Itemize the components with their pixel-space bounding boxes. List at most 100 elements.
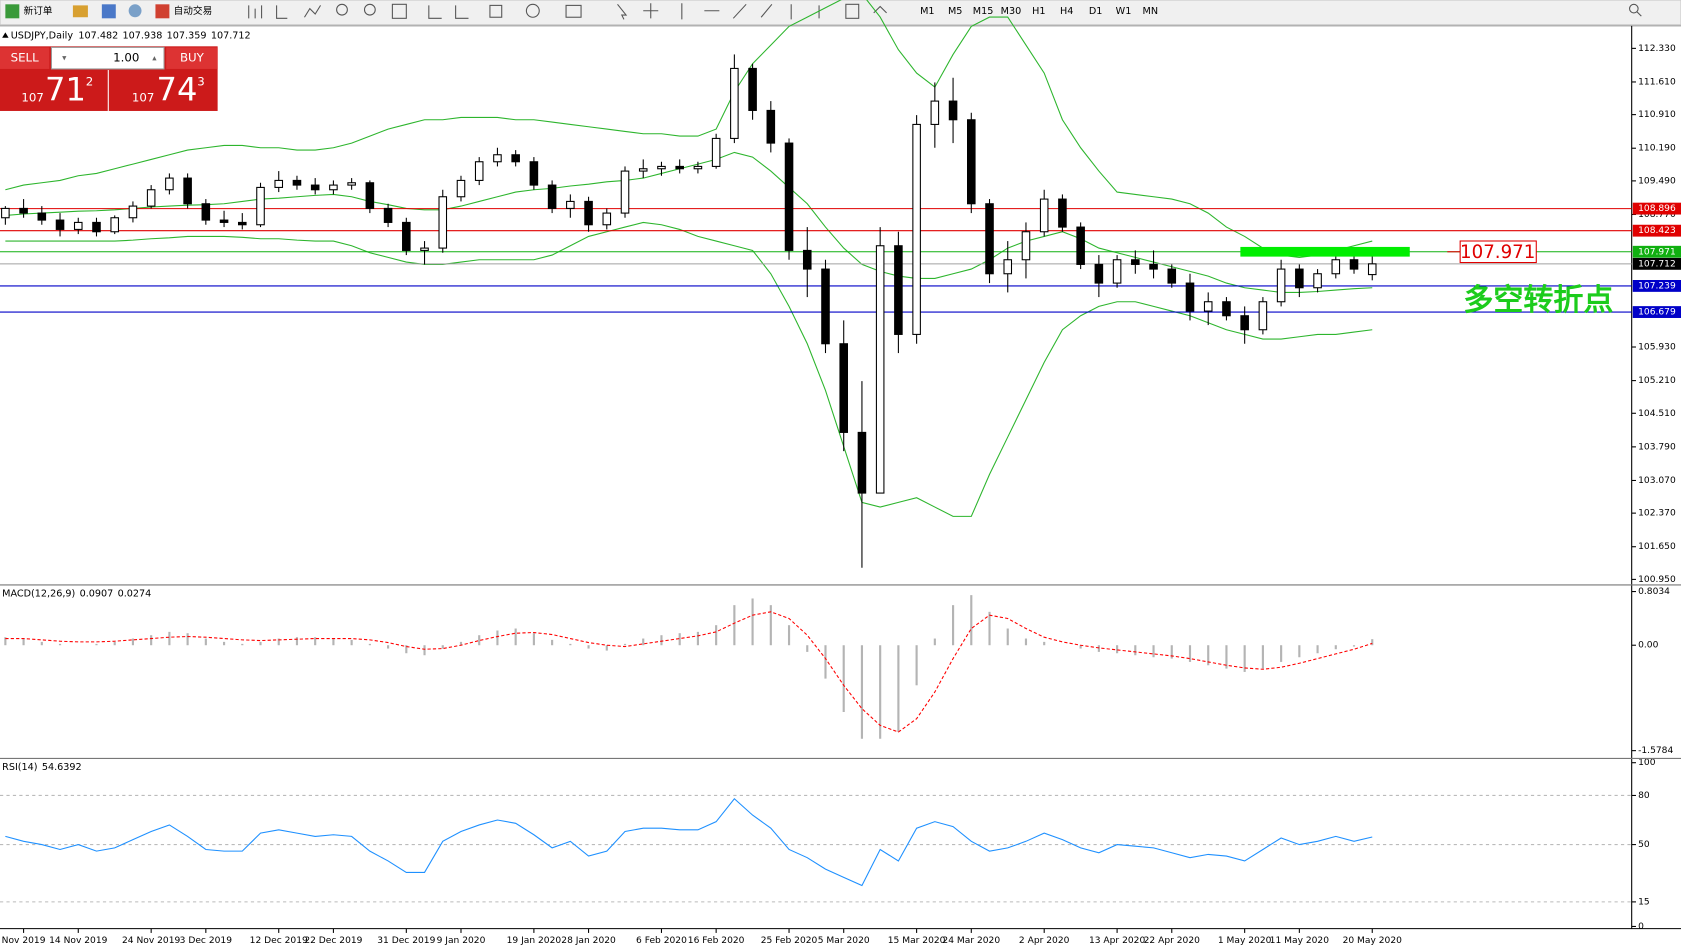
auto-trading-icon[interactable] (155, 4, 170, 19)
candle-body (383, 207, 393, 223)
timeframe-button[interactable]: H4 (1060, 6, 1073, 17)
toolbar (0, 0, 1681, 26)
candle-body (1058, 198, 1067, 228)
collapse-arrow[interactable] (2, 32, 9, 38)
level-label: 108.423 (1638, 226, 1676, 236)
candle-body (274, 179, 284, 188)
x-tick-label: 16 Feb 2020 (688, 936, 745, 946)
bid-point[interactable]: 2 (86, 74, 93, 88)
candle-body (511, 154, 520, 163)
timeframe-button[interactable]: MN (1143, 6, 1159, 17)
x-tick-label: 24 Nov 2019 (122, 936, 180, 946)
y-tick-label: 100 (1638, 758, 1656, 768)
y-tick-label: -1.5784 (1638, 746, 1673, 756)
bid-big-figure[interactable]: 107 (21, 91, 43, 105)
y-tick-label: 15 (1638, 897, 1650, 907)
y-tick-label: 108.770 (1638, 210, 1676, 220)
candle-body (1131, 259, 1140, 265)
candle-body (1112, 259, 1122, 284)
sell-button[interactable] (0, 47, 50, 69)
toolbar-icon[interactable] (128, 4, 142, 18)
x-tick-label: 22 Apr 2020 (1144, 936, 1200, 946)
toolbar-icon[interactable] (101, 4, 116, 19)
candle-body (128, 205, 138, 219)
x-tick-label: 5 Mar 2020 (818, 936, 870, 946)
x-tick-label: Nov 2019 (2, 936, 46, 946)
timeframe-button[interactable]: M1 (920, 6, 934, 17)
ask-pips[interactable]: 74 (157, 71, 198, 109)
candle-body (1222, 301, 1231, 317)
candle-body (420, 247, 429, 251)
buy-label[interactable]: BUY (180, 51, 205, 65)
bollinger-band (5, 221, 1373, 517)
candle-body (602, 212, 612, 226)
ask-point[interactable]: 3 (197, 74, 204, 88)
timeframe-button[interactable]: M5 (948, 6, 962, 17)
x-tick-label: 20 May 2020 (1343, 936, 1403, 946)
bollinger-band (5, 0, 1373, 258)
ask-big-figure[interactable]: 107 (132, 91, 154, 105)
candle-body (1076, 226, 1085, 265)
rsi-line (5, 797, 1373, 887)
turning-point-marker (1240, 246, 1410, 257)
y-tick-label: 0 (1638, 922, 1644, 932)
chart-header: USDJPY,Daily 107.482 107.938 107.359 107.712 (11, 31, 251, 42)
lot-size[interactable]: 1.00 (113, 51, 139, 65)
timeframe-button[interactable]: M15 (973, 6, 994, 17)
buy-button[interactable] (166, 47, 218, 69)
y-tick-label: 0.00 (1638, 641, 1658, 651)
bid-pips[interactable]: 71 (45, 71, 86, 109)
candle-body (985, 203, 994, 275)
lot-up[interactable]: ▴ (152, 54, 157, 64)
x-tick-label: 12 Dec 2019 (250, 936, 308, 946)
auto-trading-button[interactable]: 自动交易 (174, 5, 213, 17)
lot-down[interactable]: ▾ (62, 54, 67, 64)
candle-body (402, 221, 411, 251)
y-tick-label: 101.650 (1638, 542, 1676, 552)
x-tick-label: 1 May 2020 (1218, 936, 1272, 946)
candle-body (310, 184, 320, 191)
candle-body (1313, 273, 1322, 289)
new-order-icon[interactable] (5, 4, 20, 19)
x-tick-label: 9 Jan 2020 (437, 936, 486, 946)
candle-body (1295, 268, 1304, 289)
macd-header: MACD(12,26,9) 0.0907 0.0274 (2, 589, 151, 600)
tool-icons[interactable] (248, 3, 1642, 20)
x-tick-label: 13 Apr 2020 (1089, 936, 1145, 946)
x-tick-label: 3 Dec 2019 (180, 936, 233, 946)
candle-body (1258, 301, 1268, 331)
y-tick-label: 105.210 (1638, 376, 1676, 386)
macd-value: 0.0907 (80, 589, 114, 600)
sell-label[interactable]: SELL (11, 51, 39, 65)
level-label: 106.679 (1638, 308, 1676, 318)
timeframe-button[interactable]: M30 (1001, 6, 1022, 17)
timeframe-button[interactable]: D1 (1089, 6, 1103, 17)
x-tick-label: 2 Apr 2020 (1019, 936, 1070, 946)
level-label-bg (1632, 224, 1681, 237)
y-tick-label: 80 (1638, 791, 1650, 801)
candle-body (329, 184, 338, 191)
annotation-price: 107.971 (1460, 242, 1535, 263)
lot-input[interactable] (50, 46, 165, 70)
candle-body (529, 161, 539, 186)
candle-body (821, 268, 830, 345)
toolbar-icon[interactable] (72, 5, 88, 18)
candle-body (1240, 315, 1249, 331)
rsi-header: RSI(14) 54.6392 (2, 762, 82, 773)
current-price-bg (1632, 257, 1681, 270)
y-tick-label: 103.070 (1638, 476, 1676, 486)
timeframe-button[interactable]: H1 (1032, 6, 1045, 17)
candle-body (292, 179, 302, 186)
y-tick-label: 100.950 (1638, 575, 1676, 585)
candle-body (693, 165, 703, 170)
candle-body (365, 182, 375, 209)
x-tick-label: 24 Mar 2020 (942, 936, 1000, 946)
candle-body (1185, 282, 1195, 312)
candle-body (839, 343, 849, 433)
y-tick-label: 112.330 (1638, 44, 1676, 54)
timeframe-button[interactable]: W1 (1116, 6, 1132, 17)
candle-body (948, 100, 958, 121)
candle-body (1367, 263, 1377, 276)
x-tick-label: 6 Feb 2020 (636, 936, 687, 946)
new-order-button[interactable]: 新订单 (24, 5, 53, 17)
